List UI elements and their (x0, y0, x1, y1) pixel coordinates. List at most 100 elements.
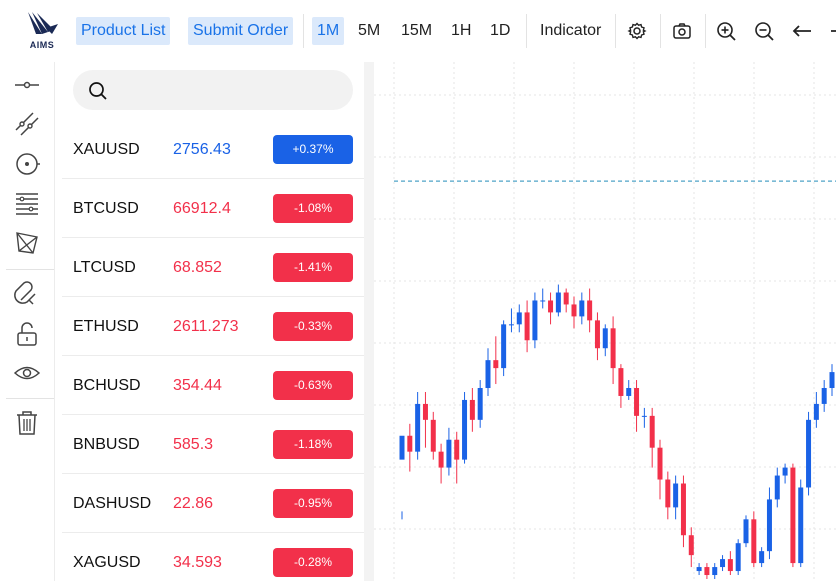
candle-body (743, 519, 749, 544)
change-badge: -0.63% (273, 371, 353, 400)
candle-body (563, 292, 569, 305)
candle-body (469, 399, 475, 420)
candle-body (508, 324, 514, 326)
change-badge: -0.95% (273, 489, 353, 518)
indicator-button[interactable]: Indicator (540, 22, 602, 39)
drawing-tools-bar (0, 62, 55, 581)
candle-body (641, 415, 647, 417)
product-symbol: ETHUSD (73, 318, 139, 335)
product-row-xauusd[interactable]: XAUUSD 2756.43 +0.37% (62, 120, 364, 179)
toolbar-divider (705, 14, 706, 48)
candle-body (798, 487, 804, 564)
camera-icon[interactable] (669, 18, 695, 44)
candle-body (430, 419, 436, 452)
candle-body (806, 419, 812, 488)
candle-body (555, 292, 561, 313)
submit-order-button[interactable]: Submit Order (188, 17, 294, 45)
arrow-left-icon[interactable] (789, 18, 815, 44)
tools-divider (6, 398, 54, 399)
candle-body (446, 439, 452, 468)
magnet-icon[interactable] (13, 280, 41, 308)
candle-body (751, 519, 757, 564)
zoom-in-icon[interactable] (713, 18, 739, 44)
candle-body (548, 300, 554, 313)
logo-text: AIMS (29, 40, 55, 50)
timeframe-1m[interactable]: 1M (312, 17, 345, 45)
product-symbol: DASHUSD (73, 495, 152, 512)
timeframe-1h[interactable]: 1H (451, 22, 472, 39)
toolbar-divider (303, 14, 304, 48)
candle-body (594, 320, 600, 349)
candle-body (399, 435, 405, 460)
candle-body (720, 559, 726, 568)
product-list-button[interactable]: Product List (76, 17, 171, 45)
candle-body (688, 535, 694, 556)
product-row-xagusd[interactable]: XAGUSD 34.593 -0.28% (62, 533, 364, 581)
horizontal-lines-icon[interactable] (13, 189, 41, 217)
horizontal-line-icon[interactable] (13, 71, 41, 99)
eagle-logo-icon (28, 12, 58, 34)
product-symbol: BTCUSD (73, 200, 139, 217)
zoom-out-icon[interactable] (751, 18, 777, 44)
candle-body (540, 300, 546, 302)
product-row-ethusd[interactable]: ETHUSD 2611.273 -0.33% (62, 297, 364, 356)
candle-body (477, 388, 483, 420)
toolbar-divider (660, 14, 661, 48)
product-symbol: LTCUSD (73, 259, 136, 276)
candlestick-chart[interactable] (374, 62, 836, 581)
trend-line-icon[interactable] (13, 110, 41, 138)
toolbar-divider (526, 14, 527, 48)
candle-body (516, 312, 522, 325)
arrow-right-icon[interactable] (827, 18, 836, 44)
candle-body (821, 388, 827, 404)
candle-body (727, 559, 733, 572)
candle-body (673, 483, 679, 508)
timeframe-5m[interactable]: 5M (358, 22, 381, 39)
product-price: 66912.4 (173, 200, 231, 217)
candle-body (766, 499, 772, 552)
toolbar-divider (615, 14, 616, 48)
unlock-icon[interactable] (13, 320, 41, 348)
product-symbol: BCHUSD (73, 377, 141, 394)
product-symbol: XAGUSD (73, 554, 141, 571)
candle-body (657, 447, 663, 480)
eye-icon[interactable] (13, 359, 41, 387)
candle-body (438, 451, 444, 468)
candle-body (610, 328, 616, 369)
candle-body (524, 312, 530, 341)
timeframe-1d[interactable]: 1D (490, 22, 511, 39)
product-row-ltcusd[interactable]: LTCUSD 68.852 -1.41% (62, 238, 364, 297)
candle-body (501, 324, 507, 369)
product-row-bchusd[interactable]: BCHUSD 354.44 -0.63% (62, 356, 364, 415)
chart-canvas[interactable] (374, 62, 836, 581)
candle-body (813, 403, 819, 420)
change-badge: -0.33% (273, 312, 353, 341)
tools-divider (6, 269, 54, 270)
candle-body (587, 300, 593, 321)
product-price: 2756.43 (173, 141, 231, 158)
top-toolbar: AIMS Product List Submit Order 1M 5M 15M… (0, 0, 836, 62)
settings-gear-icon[interactable] (624, 18, 650, 44)
candle-body (626, 388, 632, 396)
change-badge: -1.08% (273, 194, 353, 223)
pattern-icon[interactable] (13, 229, 41, 257)
product-row-btcusd[interactable]: BTCUSD 66912.4 -1.08% (62, 179, 364, 238)
candle-body (493, 360, 499, 369)
trash-icon[interactable] (13, 409, 41, 437)
product-row-bnbusd[interactable]: BNBUSD 585.3 -1.18% (62, 415, 364, 474)
candle-body (829, 372, 835, 389)
product-price: 68.852 (173, 259, 222, 276)
product-price: 354.44 (173, 377, 222, 394)
candle-body (485, 360, 491, 389)
candle-body (422, 403, 428, 420)
product-row-dashusd[interactable]: DASHUSD 22.86 -0.95% (62, 474, 364, 533)
circle-target-icon[interactable] (13, 150, 41, 178)
panel-divider (364, 62, 374, 581)
timeframe-15m[interactable]: 15M (401, 22, 433, 39)
aims-logo: AIMS (22, 10, 62, 54)
candle-body (712, 567, 718, 576)
candle-body (407, 435, 413, 452)
candle-body (774, 475, 780, 500)
candle-body (602, 328, 608, 349)
search-input[interactable] (73, 70, 353, 110)
